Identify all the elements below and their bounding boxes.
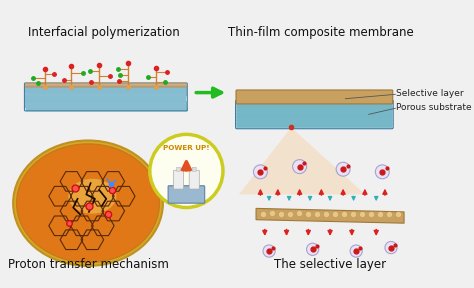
Circle shape (350, 245, 362, 257)
Ellipse shape (68, 179, 116, 214)
Circle shape (307, 243, 319, 255)
Text: Porous substrate: Porous substrate (396, 103, 472, 112)
Text: Proton transfer mechanism: Proton transfer mechanism (8, 258, 168, 271)
Circle shape (263, 245, 275, 257)
FancyBboxPatch shape (25, 98, 187, 102)
Text: The selective layer: The selective layer (274, 258, 386, 271)
FancyBboxPatch shape (26, 95, 187, 99)
Circle shape (292, 160, 307, 174)
FancyBboxPatch shape (25, 92, 186, 96)
FancyBboxPatch shape (237, 120, 392, 124)
FancyBboxPatch shape (237, 103, 392, 108)
FancyBboxPatch shape (26, 101, 188, 105)
FancyBboxPatch shape (25, 107, 187, 111)
Text: Thin-film composite membrane: Thin-film composite membrane (228, 26, 414, 39)
Circle shape (336, 162, 350, 176)
Circle shape (150, 134, 223, 208)
FancyBboxPatch shape (25, 89, 187, 93)
FancyBboxPatch shape (236, 90, 393, 104)
Text: POWER UP!: POWER UP! (163, 145, 210, 151)
FancyBboxPatch shape (237, 110, 392, 115)
FancyBboxPatch shape (24, 104, 186, 108)
Circle shape (375, 165, 389, 179)
FancyBboxPatch shape (237, 123, 392, 128)
Circle shape (385, 241, 397, 254)
Text: Selective layer: Selective layer (396, 89, 464, 98)
FancyBboxPatch shape (237, 113, 392, 118)
FancyBboxPatch shape (192, 167, 196, 171)
FancyBboxPatch shape (237, 116, 392, 121)
Text: Interfacial polymerization: Interfacial polymerization (28, 26, 180, 39)
Polygon shape (256, 209, 404, 223)
FancyBboxPatch shape (168, 186, 205, 203)
Ellipse shape (13, 141, 163, 266)
FancyBboxPatch shape (237, 107, 392, 111)
FancyBboxPatch shape (176, 167, 181, 171)
FancyBboxPatch shape (173, 170, 183, 189)
FancyBboxPatch shape (189, 170, 199, 189)
Circle shape (254, 165, 267, 179)
FancyBboxPatch shape (25, 83, 187, 88)
FancyBboxPatch shape (26, 86, 188, 90)
Polygon shape (239, 127, 365, 194)
Ellipse shape (17, 144, 159, 262)
